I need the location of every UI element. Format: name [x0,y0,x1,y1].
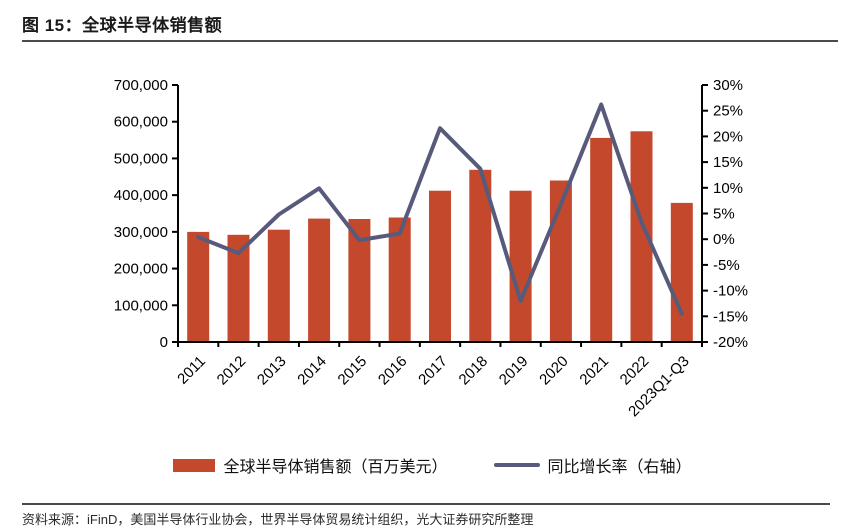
x-axis-label: 2013 [254,353,290,389]
x-axis-label: 2017 [415,353,451,389]
left-axis-label: 300,000 [114,224,168,241]
x-axis-label: 2014 [294,353,330,389]
x-axis-label: 2018 [456,353,492,389]
bar-2018 [469,169,492,342]
left-axis-label: 700,000 [114,77,168,94]
x-axis-label: 2011 [174,353,209,388]
bar-2021 [590,137,613,342]
bar-2011 [187,231,210,342]
line-series-swatch [493,463,540,467]
left-axis-label: 400,000 [114,187,168,204]
right-axis-label: 15% [713,154,743,171]
title-divider [22,40,838,42]
right-axis-label: -20% [713,334,748,351]
legend-label-growth: 同比增长率（右轴） [547,459,692,476]
left-axis-label: 200,000 [114,261,168,278]
bar-2022 [630,131,653,342]
right-axis-label: 25% [713,103,743,120]
right-axis-label: 5% [713,206,735,223]
legend-item-growth: 同比增长率（右轴） [493,453,692,477]
right-axis-label: 0% [713,231,735,248]
figure-title: 图 15：全球半导体销售额 [22,16,223,35]
x-axis-label: 2020 [536,353,572,389]
chart-legend: 全球半导体销售额（百万美元） 同比增长率（右轴） [0,453,865,477]
bar-2017 [429,190,451,342]
data-source-note: 资料来源：iFinD，美国半导体行业协会，世界半导体贸易统计组织，光大证券研究所… [22,512,534,527]
left-axis-label: 600,000 [114,114,168,131]
bar-2012 [227,234,250,342]
bar-2016 [388,217,411,342]
footer-divider [22,503,830,505]
legend-label-sales: 全球半导体销售额（百万美元） [223,459,448,476]
growth-line [196,102,684,316]
left-axis-label: 0 [160,334,168,351]
bar-2019 [509,190,532,342]
right-axis-label: -15% [713,308,748,325]
left-axis-label: 100,000 [114,297,168,314]
bar-series-swatch [173,458,216,472]
right-axis-label: 20% [713,128,743,145]
right-axis-label: -10% [713,283,748,300]
left-axis-label: 500,000 [114,150,168,167]
x-axis-label: 2022 [617,353,653,389]
right-axis-label: -5% [713,257,740,274]
x-axis-label: 2015 [335,353,371,389]
bar-2023Q1-Q3 [670,202,693,342]
bar-2014 [308,218,331,342]
x-axis-label: 2012 [214,353,250,389]
x-axis-label: 2021 [576,353,612,389]
x-axis-label: 2016 [375,353,411,389]
legend-item-sales: 全球半导体销售额（百万美元） [173,453,448,477]
right-axis-label: 10% [713,180,743,197]
x-axis-label: 2019 [496,353,532,389]
right-axis-label: 30% [713,77,743,94]
bar-2013 [267,229,290,342]
bar-2015 [348,219,371,342]
